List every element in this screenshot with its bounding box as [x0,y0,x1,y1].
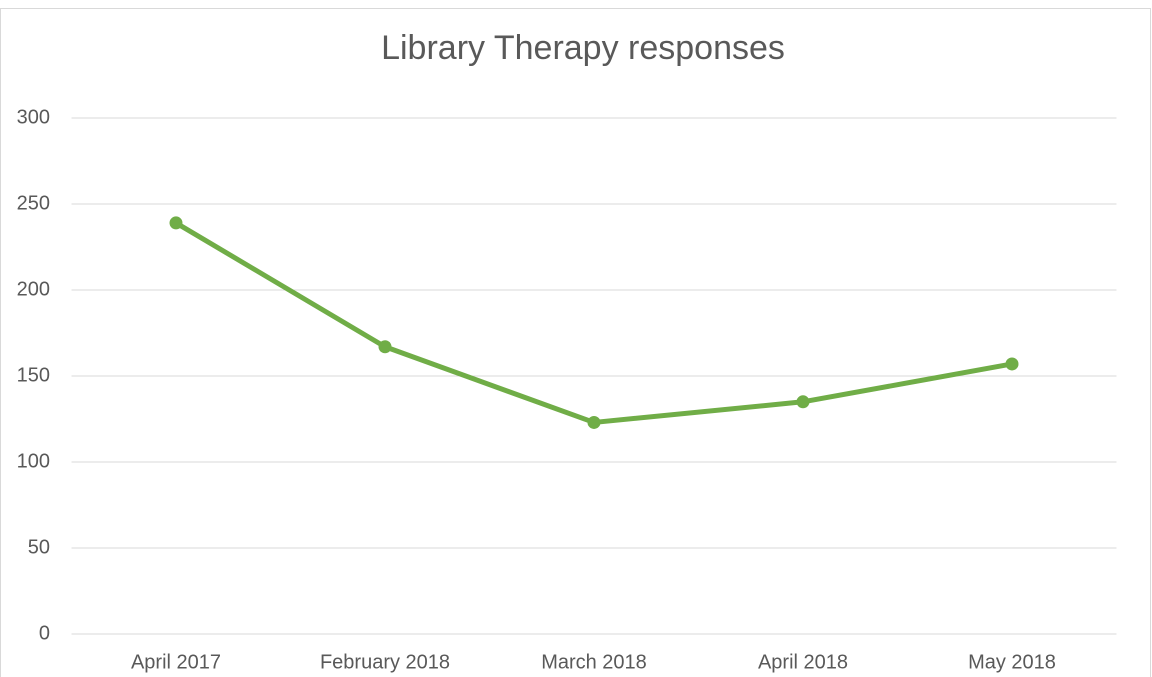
y-tick-label: 150 [17,364,50,386]
series-line [173,220,1015,425]
y-tick-label: 50 [28,536,50,558]
data-point [587,415,601,429]
y-tick-label: 0 [39,622,50,644]
x-tick-label: May 2018 [968,651,1056,673]
x-tick-label: April 2018 [758,651,848,673]
x-tick-label: February 2018 [320,651,450,673]
data-point [169,216,183,230]
chart-title: Library Therapy responses [381,29,785,67]
y-tick-label: 200 [17,278,50,300]
chart-border [0,8,1151,677]
y-tick-label: 100 [17,450,50,472]
data-point [1005,357,1019,371]
y-tick-label: 300 [17,106,50,128]
data-point [796,395,810,409]
y-tick-label: 250 [17,192,50,214]
x-tick-label: March 2018 [541,651,647,673]
data-point [378,340,392,354]
x-tick-label: April 2017 [131,651,221,673]
